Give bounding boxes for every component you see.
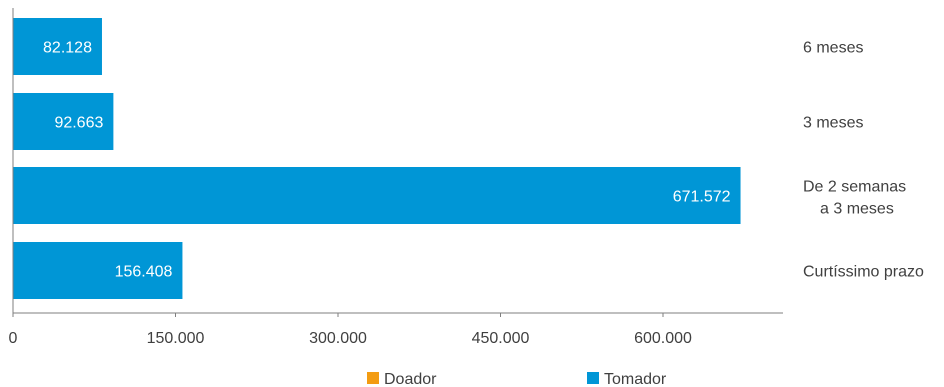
labels-layer: 82.128 92.663 671.572 156.408 — [43, 40, 731, 281]
x-tick-label: 150.000 — [147, 330, 205, 347]
bar — [13, 242, 183, 299]
category-label: De 2 semanas — [803, 179, 906, 196]
x-tick-label: 450.000 — [472, 330, 530, 347]
x-tick-label: 600.000 — [634, 330, 692, 347]
x-axis: 0 150.000 300.000 450.000 600.000 — [9, 8, 783, 347]
legend-label: Doador — [384, 371, 437, 387]
x-tick-label: 0 — [9, 330, 18, 347]
category-labels: 6 meses 3 meses De 2 semanas a 3 meses Curtí… — [803, 40, 924, 281]
category-label: 3 meses — [803, 115, 863, 132]
category-label: 6 meses — [803, 40, 863, 57]
bar — [13, 167, 741, 224]
data-label: 92.663 — [54, 115, 103, 132]
category-label: a 3 meses — [820, 201, 894, 218]
bar — [13, 93, 114, 150]
legend-swatch — [587, 372, 599, 384]
legend: Doador Tomador — [367, 371, 667, 387]
x-tick-label: 300.000 — [309, 330, 367, 347]
legend-swatch — [367, 372, 379, 384]
category-label: Curtíssimo prazo — [803, 264, 924, 281]
data-label: 156.408 — [115, 264, 173, 281]
legend-label: Tomador — [604, 371, 667, 387]
data-label: 82.128 — [43, 40, 92, 57]
data-label: 671.572 — [673, 189, 731, 206]
bars-layer — [13, 18, 741, 299]
bar — [13, 18, 102, 75]
